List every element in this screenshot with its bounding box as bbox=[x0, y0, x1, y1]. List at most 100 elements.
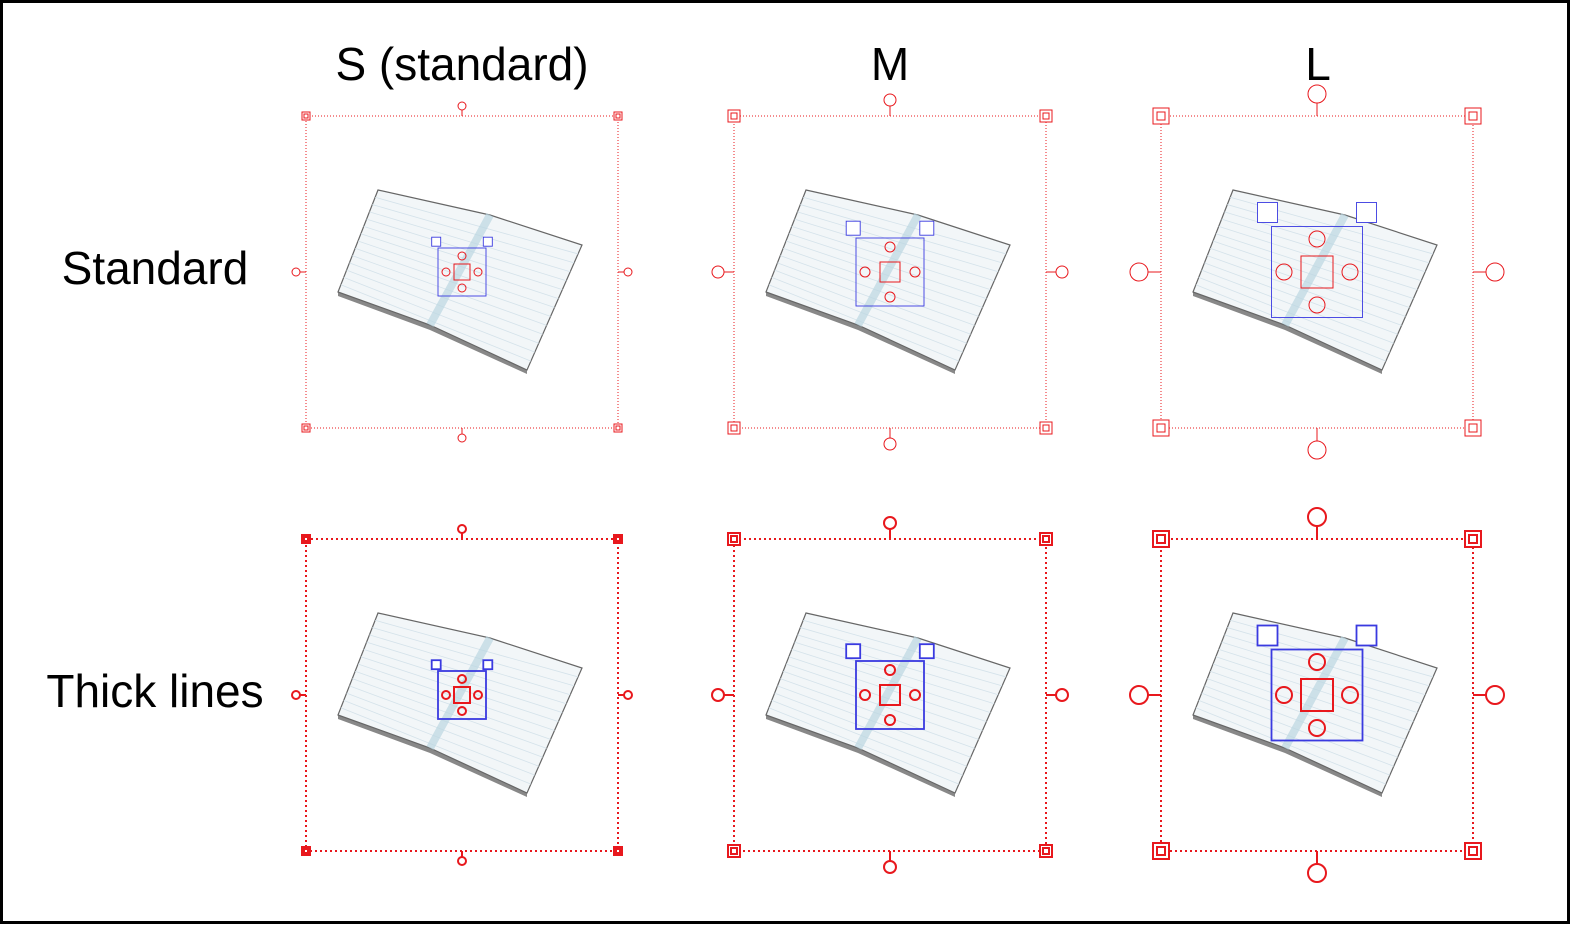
selection-cell bbox=[291, 101, 633, 443]
mid-handle bbox=[457, 433, 467, 443]
mid-handle bbox=[1055, 688, 1069, 702]
inner-corner bbox=[482, 236, 493, 247]
corner-handle-inner bbox=[1468, 846, 1478, 856]
corner-handle bbox=[1464, 107, 1482, 125]
book-line bbox=[375, 196, 579, 255]
corner-handle bbox=[301, 846, 311, 856]
book-spine bbox=[854, 213, 922, 327]
book-shadow bbox=[338, 715, 527, 797]
selection-cell bbox=[291, 524, 633, 866]
corner-handle-inner bbox=[615, 848, 621, 854]
book-line bbox=[803, 619, 1007, 678]
selection-cell bbox=[711, 93, 1069, 451]
mid-handle bbox=[883, 93, 897, 107]
mid-handle bbox=[883, 860, 897, 874]
inner-corner bbox=[918, 643, 935, 660]
center-handle bbox=[1300, 255, 1334, 289]
corner-handle bbox=[613, 111, 623, 121]
corner-handle bbox=[301, 111, 311, 121]
inner-corner bbox=[1257, 202, 1278, 223]
inner-box bbox=[855, 660, 925, 730]
corner-handle bbox=[1464, 419, 1482, 437]
book-spine bbox=[426, 213, 494, 327]
selection-cell bbox=[1129, 84, 1505, 460]
corner-handle bbox=[727, 532, 741, 546]
corner-handle bbox=[301, 423, 311, 433]
book-line bbox=[340, 707, 532, 785]
book-shadow bbox=[1193, 715, 1382, 797]
mid-handle bbox=[291, 690, 301, 700]
inner-box bbox=[437, 670, 487, 720]
corner-handle bbox=[1152, 842, 1170, 860]
mid-handle bbox=[1307, 863, 1327, 883]
mid-handle bbox=[291, 267, 301, 277]
book-shadow bbox=[1193, 292, 1382, 374]
corner-handle-inner bbox=[615, 113, 621, 119]
inner-corner bbox=[1256, 624, 1279, 647]
mid-handle bbox=[1307, 440, 1327, 460]
book-line bbox=[375, 619, 579, 678]
inner-corner bbox=[1356, 202, 1377, 223]
mid-handle bbox=[1307, 84, 1327, 104]
mid-handle bbox=[1485, 262, 1505, 282]
corner-handle-inner bbox=[615, 536, 621, 542]
corner-handle bbox=[1039, 844, 1053, 858]
rotate-handle bbox=[1308, 230, 1326, 248]
inner-corner bbox=[1355, 624, 1378, 647]
corner-handle-inner bbox=[1156, 846, 1166, 856]
mid-handle bbox=[1485, 685, 1505, 705]
book-line bbox=[797, 634, 999, 696]
mid-handle bbox=[1055, 265, 1069, 279]
rotate-handle bbox=[1341, 263, 1359, 281]
corner-handle-inner bbox=[730, 112, 738, 120]
rotate-handle bbox=[441, 267, 451, 277]
rotate-handle bbox=[884, 291, 896, 303]
corner-handle bbox=[1039, 109, 1053, 123]
mid-handle bbox=[883, 437, 897, 451]
inner-corner bbox=[482, 659, 494, 671]
center-handle bbox=[453, 686, 471, 704]
center-handle bbox=[879, 261, 901, 283]
book-line bbox=[372, 627, 575, 687]
mid-handle bbox=[1129, 262, 1149, 282]
book-spine bbox=[1281, 636, 1349, 750]
selection-cell bbox=[1129, 507, 1505, 883]
rotate-handle bbox=[441, 690, 451, 700]
row-label: Standard bbox=[62, 242, 249, 294]
rotate-handle bbox=[1308, 653, 1326, 671]
rotate-handle bbox=[1275, 686, 1293, 704]
corner-handle bbox=[613, 534, 623, 544]
row-label: Thick lines bbox=[46, 665, 263, 717]
corner-handle-inner bbox=[303, 848, 309, 854]
selection-cell bbox=[711, 516, 1069, 874]
center-handle bbox=[879, 684, 901, 706]
corner-handle-inner bbox=[730, 847, 738, 855]
mid-handle bbox=[457, 856, 467, 866]
corner-handle bbox=[727, 109, 741, 123]
corner-handle-inner bbox=[730, 535, 738, 543]
corner-handle bbox=[613, 846, 623, 856]
inner-corner bbox=[845, 220, 861, 236]
inner-box bbox=[437, 247, 487, 297]
inner-corner bbox=[845, 643, 862, 660]
corner-handle bbox=[1039, 421, 1053, 435]
corner-handle bbox=[1039, 532, 1053, 546]
inner-corner bbox=[431, 236, 442, 247]
corner-handle-inner bbox=[303, 536, 309, 542]
rotate-handle bbox=[457, 283, 467, 293]
book-spine bbox=[426, 636, 494, 750]
corner-handle-inner bbox=[1156, 534, 1166, 544]
book-shadow bbox=[338, 292, 527, 374]
mid-handle bbox=[1307, 507, 1327, 527]
rotate-handle bbox=[859, 689, 871, 701]
column-header: S (standard) bbox=[335, 38, 588, 90]
column-header: L bbox=[1305, 38, 1331, 90]
inner-corner bbox=[430, 659, 442, 671]
corner-handle-inner bbox=[1468, 423, 1478, 433]
corner-handle bbox=[727, 844, 741, 858]
rotate-handle bbox=[884, 664, 896, 676]
corner-handle-inner bbox=[303, 113, 309, 119]
rotate-handle bbox=[1341, 686, 1359, 704]
corner-handle-inner bbox=[1042, 535, 1050, 543]
book-line bbox=[1195, 707, 1387, 785]
